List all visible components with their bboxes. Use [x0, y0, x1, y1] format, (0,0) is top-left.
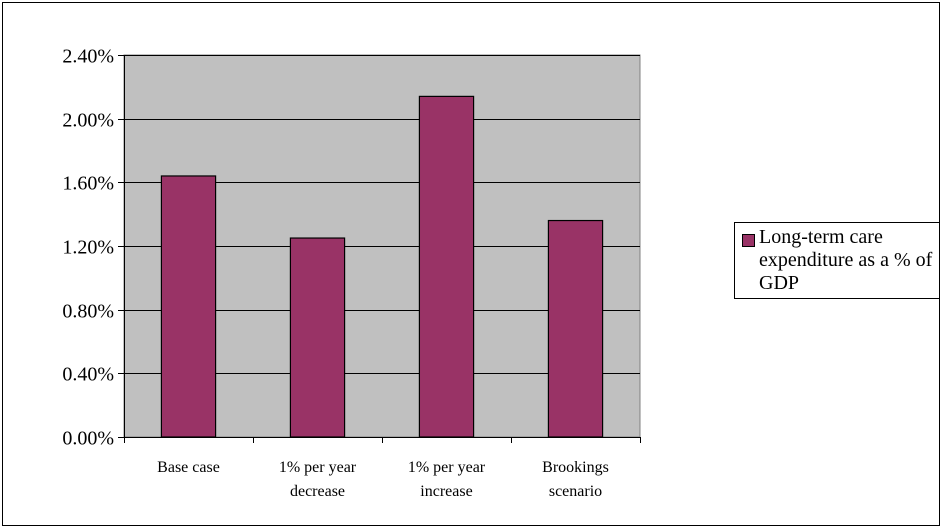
bar [418, 95, 475, 438]
x-tick-label: Brookings [542, 459, 609, 476]
y-tick-label: 1.20% [62, 237, 114, 259]
x-tick-label: 1% per year [279, 459, 357, 476]
x-tick-label: 1% per year [408, 459, 486, 476]
legend: Long-term care expenditure as a % of GDP [734, 222, 940, 299]
bar [160, 175, 217, 438]
legend-label: Long-term care expenditure as a % of GDP [759, 226, 933, 294]
x-tick-label: scenario [549, 483, 602, 500]
legend-swatch [742, 234, 755, 247]
x-tick-label: increase [420, 483, 472, 500]
bar [289, 237, 346, 438]
y-tick-label: 0.80% [62, 301, 114, 323]
y-tick-label: 2.00% [62, 110, 114, 132]
y-tick-label: 0.00% [62, 428, 114, 450]
y-tick-label: 0.40% [62, 364, 114, 386]
y-tick-label: 1.60% [62, 173, 114, 195]
bar [547, 219, 604, 438]
x-tick-label: Base case [157, 459, 220, 476]
x-tick-label: decrease [290, 483, 345, 500]
y-tick-label: 2.40% [62, 46, 114, 68]
